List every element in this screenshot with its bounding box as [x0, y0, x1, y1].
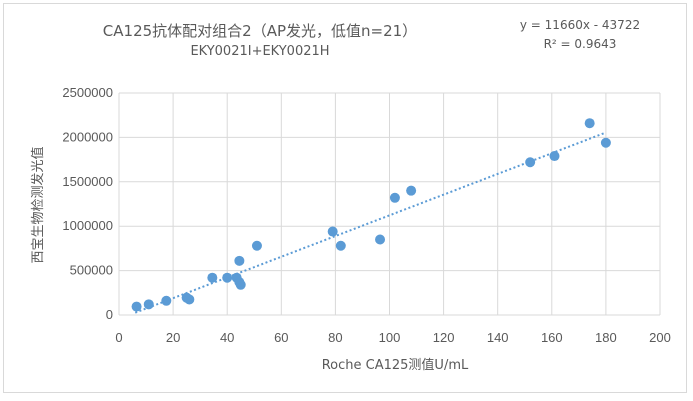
data-points — [131, 118, 611, 312]
x-tick-10: 200 — [649, 330, 671, 345]
data-point-11 — [251, 240, 262, 251]
trendline-r-squared: R² = 0.9643 — [543, 37, 617, 51]
x-tick-3: 60 — [274, 330, 288, 345]
x-tick-6: 120 — [433, 330, 455, 345]
data-point-16 — [406, 185, 417, 196]
data-point-19 — [584, 118, 595, 129]
data-point-18 — [549, 151, 560, 162]
y-tick-4: 2000000 — [62, 129, 113, 144]
chart-title: CA125抗体配对组合2（AP发光，低值n=21） — [102, 22, 418, 40]
data-point-4 — [184, 294, 195, 305]
data-point-10 — [234, 255, 245, 266]
data-point-17 — [525, 157, 536, 168]
chart-subtitle: EKY0021I+EKY0021H — [190, 44, 330, 59]
data-point-9 — [235, 279, 246, 290]
x-tick-8: 160 — [541, 330, 563, 345]
data-point-6 — [222, 272, 233, 283]
y-tick-3: 1500000 — [62, 174, 113, 189]
data-point-20 — [600, 137, 611, 148]
trendline-equation: y = 11660x - 43722 — [519, 18, 641, 32]
chart-frame — [3, 3, 687, 393]
trendline-group — [134, 131, 607, 314]
y-tick-0: 0 — [106, 307, 113, 322]
y-axis-label: 西宝生物检测发光值 — [30, 146, 46, 263]
x-tick-9: 180 — [595, 330, 617, 345]
data-point-5 — [207, 272, 218, 283]
data-point-1 — [143, 299, 154, 310]
x-tick-7: 140 — [487, 330, 509, 345]
y-tick-1: 500000 — [70, 263, 113, 278]
x-axis-label: Roche CA125测值U/mL — [322, 357, 469, 373]
x-tick-1: 20 — [166, 330, 180, 345]
data-point-2 — [161, 295, 172, 306]
data-point-15 — [389, 192, 400, 203]
data-point-13 — [335, 240, 346, 251]
gridlines — [118, 92, 661, 316]
x-tick-0: 0 — [115, 330, 122, 345]
data-point-12 — [327, 226, 338, 237]
trendline — [134, 131, 607, 314]
data-point-14 — [375, 234, 386, 245]
y-tick-5: 2500000 — [62, 85, 113, 100]
x-tick-labels: 0 20 40 60 80 100 120 140 160 180 200 — [115, 330, 670, 345]
x-tick-2: 40 — [220, 330, 234, 345]
y-tick-labels: 0 500000 1000000 1500000 2000000 2500000 — [62, 85, 113, 322]
y-tick-2: 1000000 — [62, 218, 113, 233]
x-tick-4: 80 — [328, 330, 342, 345]
data-point-0 — [131, 301, 142, 312]
x-tick-5: 100 — [379, 330, 401, 345]
